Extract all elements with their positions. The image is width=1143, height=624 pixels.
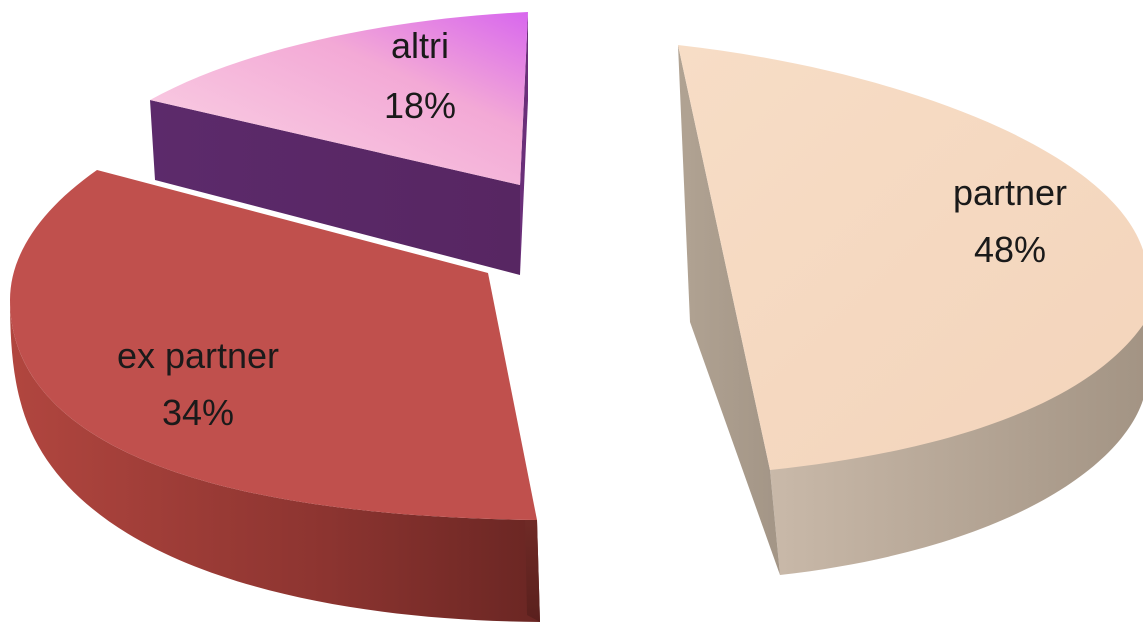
label-altri-value: 18% <box>384 85 456 126</box>
label-partner-value: 48% <box>974 229 1046 270</box>
slice-ex-partner-side <box>10 300 540 622</box>
label-ex-partner-name: ex partner <box>117 335 279 376</box>
slice-altri <box>150 12 528 275</box>
slice-altri-cut-left <box>150 100 520 275</box>
label-partner-name: partner <box>953 172 1067 213</box>
label-ex-partner-value: 34% <box>162 392 234 433</box>
slice-ex-partner-cut <box>525 520 540 622</box>
slice-partner-top <box>678 45 1143 470</box>
slice-partner-cut <box>678 45 780 575</box>
slice-ex-partner-top <box>10 170 537 520</box>
slice-altri-top <box>150 12 528 185</box>
label-altri-name: altri <box>391 25 449 66</box>
slice-partner <box>678 45 1143 575</box>
slice-ex-partner <box>10 170 540 622</box>
slice-altri-cut-right <box>520 12 528 275</box>
